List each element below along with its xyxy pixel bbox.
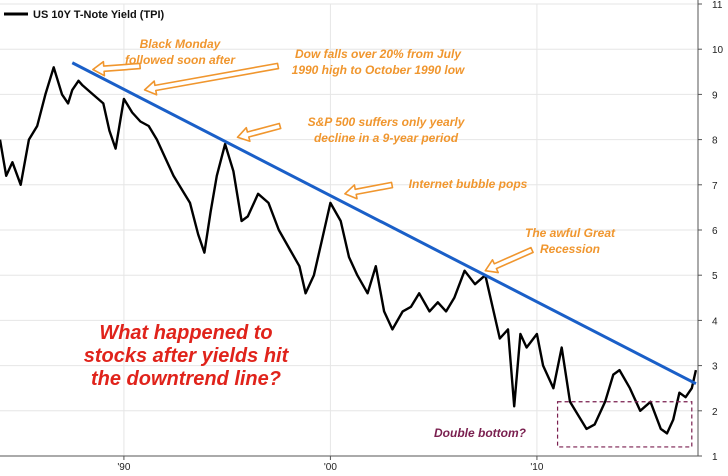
annotation-text: Black Monday (140, 37, 222, 51)
y-tick-label: 1 (712, 452, 718, 463)
y-tick-label: 10 (712, 45, 724, 56)
question-text: What happened to (99, 322, 272, 344)
question-text: the downtrend line? (91, 368, 281, 390)
gridlines (0, 3, 698, 457)
annotation-text: S&P 500 suffers only yearly (308, 115, 466, 129)
y-tick-label: 5 (712, 271, 718, 282)
y-tick-label: 11 (712, 0, 723, 11)
annotation-4: Internet bubble pops (344, 177, 528, 200)
annotation-text: The awful Great (525, 226, 616, 240)
x-tick-label: '90 (117, 462, 130, 473)
y-tick-label: 8 (712, 136, 718, 147)
y-tick-label: 6 (712, 226, 718, 237)
x-tick-label: '00 (324, 462, 337, 473)
annotation-text: Recession (540, 242, 600, 256)
annotation-text: decline in a 9-year period (314, 131, 459, 145)
legend: US 10Y T-Note Yield (TPI) (4, 9, 165, 21)
annotation-3: S&P 500 suffers only yearly decline in a … (236, 115, 466, 145)
annotation-arrow (236, 122, 282, 143)
y-ticks: 1 2 3 4 5 6 7 8 9 10 11 (698, 0, 724, 463)
annotation-text: Dow falls over 20% from July (295, 47, 462, 61)
yield-series-line (0, 66, 698, 435)
y-tick-label: 4 (712, 316, 718, 327)
annotation-arrow (344, 181, 394, 200)
annotation-arrow (484, 246, 534, 274)
y-tick-label: 2 (712, 407, 718, 418)
annotation-text: 1990 high to October 1990 low (292, 63, 465, 77)
question-text: stocks after yields hit (84, 345, 290, 367)
chart-title: US 10Y T-Note Yield (TPI) (33, 9, 165, 21)
annotation-5: The awful Great Recession (484, 226, 616, 274)
annotation-text: followed soon after (125, 53, 236, 67)
downtrend-line (71, 61, 697, 386)
annotation-arrow (92, 60, 141, 77)
annotation-text: Internet bubble pops (409, 177, 528, 191)
y-tick-label: 7 (712, 181, 718, 192)
double-bottom-box (556, 401, 693, 448)
annotation-2: Dow falls over 20% from July 1990 high to… (143, 47, 465, 96)
x-ticks: '90 '00 '10 (117, 456, 544, 473)
double-bottom-label: Double bottom? (434, 426, 527, 440)
y-tick-label: 3 (712, 362, 718, 373)
annotation-1: Black Monday followed soon after (92, 37, 236, 77)
y-tick-label: 9 (712, 90, 718, 101)
x-tick-label: '10 (530, 462, 543, 473)
annotation-arrow (143, 62, 280, 96)
